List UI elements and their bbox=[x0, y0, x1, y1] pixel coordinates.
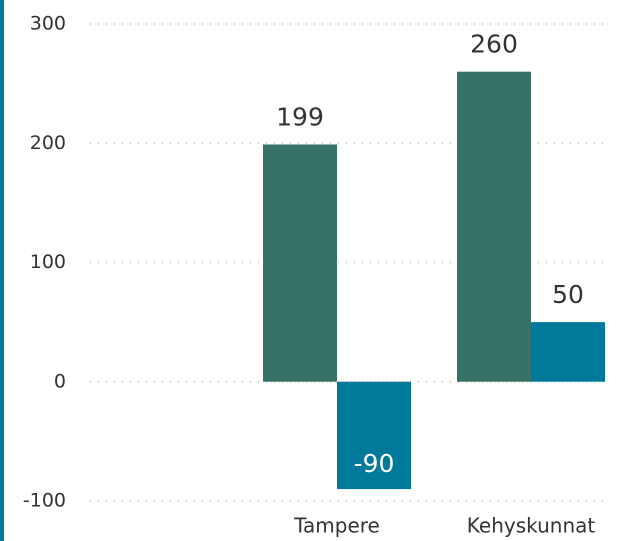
value-label: 260 bbox=[470, 30, 518, 59]
side-accent bbox=[0, 0, 4, 541]
y-tick-label: 200 bbox=[30, 132, 66, 154]
x-tick-label: Kehyskunnat bbox=[467, 514, 596, 538]
bar bbox=[531, 322, 605, 382]
y-tick-label: -100 bbox=[23, 490, 66, 512]
y-tick-label: 0 bbox=[54, 370, 66, 392]
x-tick-label: Tampere bbox=[293, 514, 380, 538]
value-label: 199 bbox=[276, 102, 324, 131]
y-tick-label: 100 bbox=[30, 251, 66, 273]
value-label: -90 bbox=[354, 449, 395, 478]
bar bbox=[337, 381, 411, 490]
bar bbox=[457, 71, 531, 382]
value-label: 50 bbox=[552, 280, 584, 309]
bar bbox=[263, 144, 337, 382]
y-tick-label: 300 bbox=[30, 13, 66, 35]
